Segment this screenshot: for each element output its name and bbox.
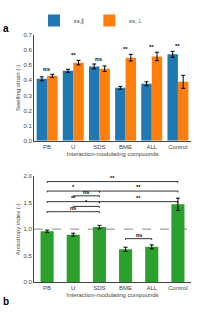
svg-text:0.7: 0.7 [23, 32, 32, 38]
svg-text:Control: Control [168, 144, 187, 150]
svg-text:SDS: SDS [93, 144, 105, 150]
svg-text:Interaction-modulating compoun: Interaction-modulating compounds [66, 151, 158, 157]
svg-text:ALL: ALL [146, 285, 157, 291]
svg-text:**: ** [149, 44, 154, 50]
svg-text:*: * [72, 184, 75, 190]
svg-text:PB: PB [43, 144, 51, 150]
svg-text:εs,∥: εs,∥ [74, 18, 84, 25]
svg-text:a: a [3, 23, 9, 34]
svg-text:**: ** [123, 46, 128, 52]
svg-text:**: ** [110, 175, 115, 181]
svg-text:0.5: 0.5 [23, 62, 32, 68]
svg-text:Swelling strain (-): Swelling strain (-) [15, 65, 21, 111]
svg-text:0.0: 0.0 [23, 138, 32, 144]
svg-text:Anisotropy index (-): Anisotropy index (-) [15, 203, 21, 255]
svg-text:ns: ns [43, 66, 51, 72]
svg-text:**: ** [71, 52, 76, 58]
svg-text:**: ** [71, 195, 76, 201]
svg-text:Interaction-modulating compoun: Interaction-modulating compounds [66, 292, 158, 298]
svg-text:U: U [71, 285, 75, 291]
svg-text:ALL: ALL [146, 144, 157, 150]
svg-text:2.0: 2.0 [23, 173, 32, 179]
svg-text:0.4: 0.4 [23, 77, 32, 83]
svg-text:Control: Control [168, 285, 187, 291]
svg-text:**: ** [136, 195, 141, 201]
svg-text:**: ** [175, 43, 180, 49]
svg-text:0.2: 0.2 [23, 108, 32, 114]
svg-text:ns: ns [136, 232, 142, 238]
svg-text:ns: ns [95, 56, 103, 62]
svg-text:0.5: 0.5 [23, 253, 32, 259]
svg-text:**: ** [136, 184, 141, 190]
svg-text:0.1: 0.1 [23, 123, 32, 129]
svg-text:εs,⊥: εs,⊥ [129, 18, 141, 24]
svg-text:0.3: 0.3 [23, 93, 32, 99]
svg-text:PB: PB [43, 285, 51, 291]
svg-text:ns: ns [83, 189, 89, 195]
svg-text:SDS: SDS [93, 285, 105, 291]
svg-text:1.0: 1.0 [23, 226, 32, 232]
svg-text:ns: ns [70, 205, 76, 211]
svg-text:BME: BME [119, 285, 132, 291]
svg-text:BME: BME [119, 144, 132, 150]
svg-text:U: U [71, 144, 75, 150]
svg-text:0.6: 0.6 [23, 47, 32, 53]
svg-text:1.5: 1.5 [23, 200, 32, 206]
svg-text:0.0: 0.0 [23, 279, 32, 285]
svg-text:b: b [3, 296, 9, 307]
svg-text:*: * [85, 199, 88, 205]
